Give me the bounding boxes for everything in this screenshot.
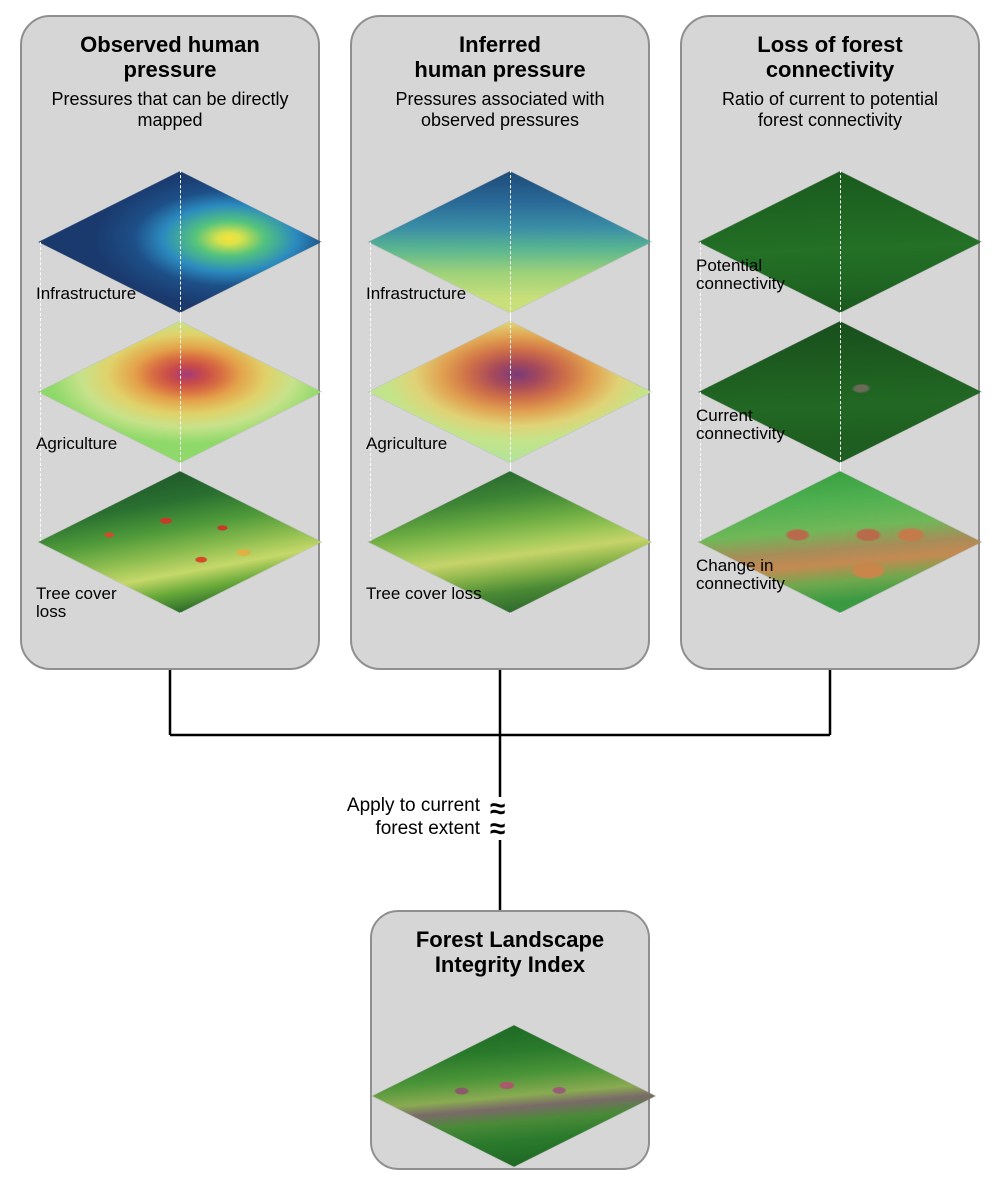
panel-0-layer-0-dash-0 bbox=[40, 242, 41, 392]
panel-1-layer-1-dash-0 bbox=[370, 392, 371, 542]
panel-0-layer-1-dash-1 bbox=[320, 392, 321, 542]
panel-1-title: Inferred human pressure bbox=[362, 32, 638, 83]
result-layer-tile bbox=[373, 1025, 656, 1166]
approx-symbol: ≈≈ bbox=[486, 797, 509, 840]
panel-1-layer-0-dash-0 bbox=[370, 242, 371, 392]
panel-1-layer-2-label: Tree cover loss bbox=[366, 585, 482, 604]
panel-2-layer-1-label: Current connectivity bbox=[696, 407, 785, 444]
panel-2-title: Loss of forest connectivity bbox=[692, 32, 968, 83]
panel-1-layer-0-dash-1 bbox=[650, 242, 651, 392]
result-panel: Forest Landscape Integrity Index bbox=[370, 910, 650, 1170]
panel-2-layer-0-dash-1 bbox=[980, 242, 981, 392]
panel-2-layer-2 bbox=[740, 442, 940, 642]
panel-0-title: Observed human pressure bbox=[32, 32, 308, 83]
panel-1-layer-2 bbox=[410, 442, 610, 642]
panel-2-layer-2-label: Change in connectivity bbox=[696, 557, 785, 594]
panel-2-layer-1-dash-1 bbox=[980, 392, 981, 542]
result-layer bbox=[414, 996, 614, 1196]
panel-0: Observed human pressure Pressures that ca… bbox=[20, 15, 320, 670]
panel-0-subtitle: Pressures that can be directly mapped bbox=[32, 89, 308, 132]
apply-to-current-label: Apply to current forest extent bbox=[310, 795, 480, 841]
panel-1: Inferred human pressure Pressures associa… bbox=[350, 15, 650, 670]
panel-0-layer-2-label: Tree cover loss bbox=[36, 585, 117, 622]
panel-0-layer-1-dash-0 bbox=[40, 392, 41, 542]
panel-2-layer-0-label: Potential connectivity bbox=[696, 257, 785, 294]
panel-1-subtitle: Pressures associated with observed press… bbox=[362, 89, 638, 132]
panel-1-layer-1-dash-1 bbox=[650, 392, 651, 542]
panel-2: Loss of forest connectivity Ratio of curr… bbox=[680, 15, 980, 670]
result-title: Forest Landscape Integrity Index bbox=[386, 927, 634, 978]
panel-0-layer-0-dash-1 bbox=[320, 242, 321, 392]
panel-2-subtitle: Ratio of current to potential forest con… bbox=[692, 89, 968, 132]
